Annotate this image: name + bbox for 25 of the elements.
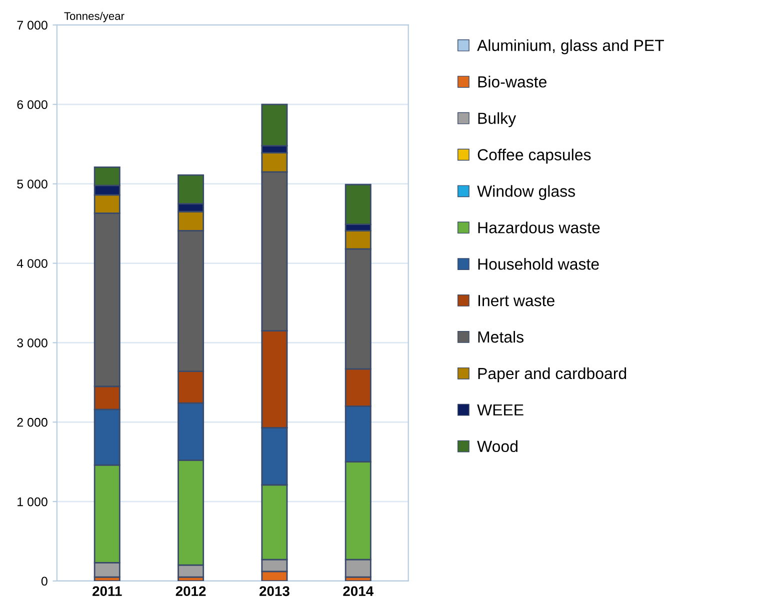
y-tick-label: 2 000 <box>17 418 48 427</box>
legend-label: Inert waste <box>478 295 554 306</box>
legend-label: Coffee capsules <box>478 148 591 164</box>
legend-label: Bulky <box>478 112 516 128</box>
y-tick-label: 7 000 <box>17 20 48 30</box>
y-tick-label: 4 000 <box>16 259 48 268</box>
legend-label: WEEE <box>477 404 524 416</box>
y-tick-label: 1 000 <box>18 497 48 506</box>
legend-label: Hazardous waste <box>478 222 600 234</box>
y-tick-label: 5 000 <box>17 180 48 188</box>
x-tick-label: 2014 <box>343 586 374 596</box>
y-tick-label: 0 <box>41 576 48 586</box>
legend-label: Metals <box>478 330 524 343</box>
y-tick-label: 3 000 <box>17 338 48 348</box>
x-tick-label: 2012 <box>176 586 206 596</box>
legend-label: Wood <box>477 440 518 452</box>
x-tick-label: 2013 <box>260 586 290 596</box>
y-axis-title: Tonnes/year <box>64 12 124 22</box>
legend-label: Bio-waste <box>478 76 546 88</box>
legend-label: Household waste <box>478 258 599 270</box>
legend-label: Window glass <box>477 185 575 200</box>
x-tick-label: 2011 <box>92 586 122 596</box>
legend-label: Aluminium, glass and PET <box>477 39 664 54</box>
legend-label: Paper and cardboard <box>478 367 626 382</box>
y-tick-label: 6 000 <box>17 100 48 110</box>
